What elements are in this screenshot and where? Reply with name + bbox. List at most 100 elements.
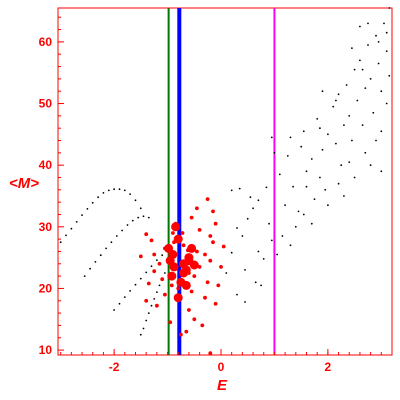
data-point-small-dot (388, 74, 391, 77)
x-tick-label: 2 (325, 360, 332, 374)
data-point-dot (181, 243, 186, 248)
data-point-dot (144, 298, 149, 303)
data-point-small-dot (351, 139, 353, 142)
data-point-dot (205, 280, 210, 285)
data-point-small-dot (388, 7, 391, 9)
data-point-small-dot (252, 207, 255, 210)
data-point-small-dot (105, 247, 107, 250)
data-point-small-dot (59, 241, 62, 244)
data-point-small-dot (70, 227, 73, 230)
data-point-small-dot (310, 158, 313, 160)
data-point-small-dot (142, 327, 145, 330)
y-tick-label: 60 (39, 35, 53, 49)
data-point-small-dot (139, 333, 142, 336)
data-point-small-dot (83, 275, 86, 277)
data-point-small-dot (86, 208, 89, 210)
data-point-dot (221, 244, 226, 249)
data-point-small-dot (238, 187, 241, 190)
data-point-small-dot (313, 198, 316, 201)
data-point-dot (138, 254, 143, 259)
data-point-dot (168, 320, 173, 325)
data-point-small-dot (310, 222, 313, 225)
data-point-small-dot (161, 254, 164, 257)
data-point-small-dot (380, 130, 383, 133)
data-point-small-dot (305, 170, 308, 173)
data-point-dot (205, 197, 210, 202)
data-point-small-dot (147, 312, 150, 314)
data-point-small-dot (102, 192, 105, 194)
data-point-dot (195, 206, 199, 211)
data-point-dot (176, 286, 181, 291)
data-point-small-dot (359, 59, 361, 62)
x-tick-label: 0 (218, 360, 225, 374)
data-point-small-dot (115, 235, 118, 237)
y-tick-label: 30 (39, 220, 53, 234)
data-point-large-dot (181, 280, 191, 290)
data-point-small-dot (147, 216, 150, 219)
data-point-small-dot (145, 271, 148, 274)
data-point-small-dot (164, 272, 166, 274)
data-point-dot (195, 249, 199, 254)
data-point-small-dot (348, 161, 351, 164)
data-point-dot (216, 283, 221, 288)
data-point-small-dot (97, 196, 99, 199)
data-point-small-dot (332, 105, 335, 108)
data-point-dot (197, 228, 202, 232)
data-point-small-dot (236, 293, 238, 296)
data-point-small-dot (361, 68, 364, 71)
data-point-small-dot (131, 219, 134, 222)
data-point-small-dot (241, 235, 244, 237)
data-point-small-dot (377, 41, 380, 43)
data-point-small-dot (99, 254, 102, 257)
data-point-small-dot (91, 201, 94, 204)
data-point-dot (144, 232, 149, 237)
data-point-dot (146, 281, 151, 286)
data-point-small-dot (281, 235, 284, 237)
data-point-small-dot (284, 204, 286, 207)
data-point-dot (213, 221, 218, 226)
data-point-small-dot (364, 87, 367, 89)
data-point-dot (192, 317, 197, 322)
data-point-dot (208, 234, 213, 238)
data-point-dot (211, 240, 215, 245)
data-point-small-dot (260, 284, 262, 287)
data-point-small-dot (257, 250, 260, 253)
data-point-dot (219, 265, 223, 269)
data-point-small-dot (343, 195, 345, 197)
data-point-small-dot (94, 261, 97, 263)
data-point-small-dot (278, 173, 281, 176)
data-point-small-dot (316, 118, 319, 120)
data-point-small-dot (385, 102, 388, 105)
data-point-dot (157, 261, 162, 266)
data-point-small-dot (126, 224, 129, 226)
data-point-small-dot (297, 210, 300, 213)
data-point-small-dot (139, 207, 142, 210)
data-point-small-dot (340, 164, 343, 167)
data-point-dot (169, 283, 174, 288)
data-point-small-dot (380, 170, 383, 173)
data-point-small-dot (150, 265, 153, 268)
data-point-small-dot (123, 296, 126, 298)
data-point-small-dot (257, 199, 260, 202)
data-point-large-dot (167, 271, 177, 281)
data-point-small-dot (123, 189, 126, 192)
data-point-small-dot (335, 142, 337, 145)
data-point-dot (203, 252, 207, 257)
data-point-small-dot (113, 188, 115, 191)
data-point-dot (213, 301, 218, 306)
data-point-small-dot (321, 148, 324, 151)
data-point-small-dot (375, 34, 377, 37)
data-point-small-dot (289, 136, 292, 139)
data-point-small-dot (305, 185, 308, 188)
data-point-small-dot (369, 164, 372, 167)
y-axis-title: <M> (9, 175, 39, 192)
data-point-small-dot (353, 68, 356, 71)
data-point-small-dot (337, 93, 340, 96)
data-point-small-dot (158, 284, 161, 287)
data-point-small-dot (345, 84, 348, 86)
data-point-small-dot (137, 216, 140, 219)
data-point-small-dot (75, 221, 78, 223)
data-point-small-dot (246, 217, 249, 220)
data-point-small-dot (225, 272, 228, 274)
